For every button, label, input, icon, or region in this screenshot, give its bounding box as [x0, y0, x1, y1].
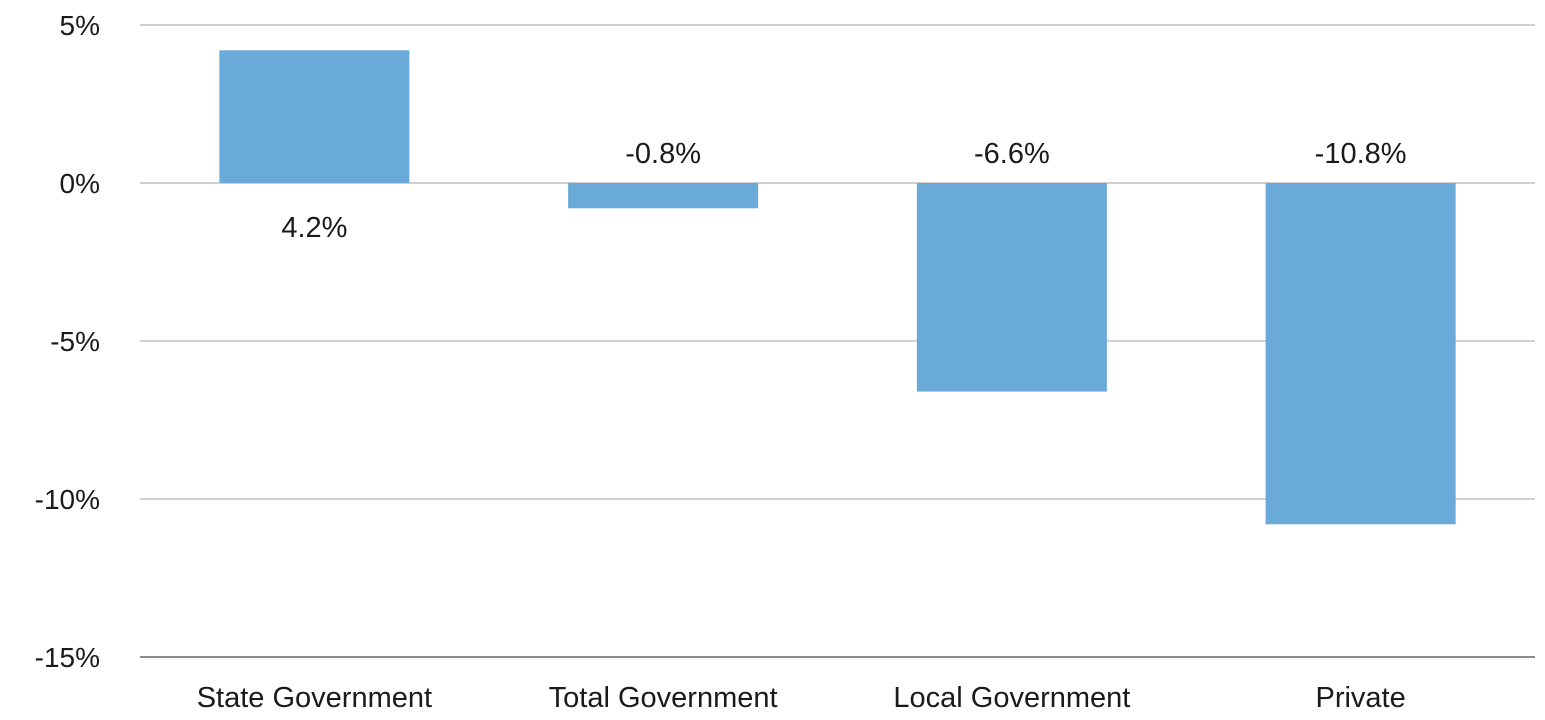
data-label: -10.8%	[1315, 138, 1407, 170]
y-tick-label: 0%	[60, 168, 100, 199]
bars	[219, 50, 1456, 525]
labels: 5% 0% -5% -10% -15% 4.2% State Government -0.8%…	[35, 10, 1407, 714]
bar	[219, 50, 410, 183]
y-tick-label: -5%	[50, 326, 100, 357]
x-category-label: State Government	[197, 682, 432, 714]
x-category-label: Local Government	[893, 682, 1130, 714]
y-tick-label: 5%	[60, 10, 100, 41]
data-label: -6.6%	[974, 138, 1050, 170]
bar	[1265, 183, 1456, 525]
data-label: 4.2%	[281, 212, 347, 244]
y-tick-label: -15%	[35, 642, 100, 673]
y-tick-label: -10%	[35, 484, 100, 515]
data-label: -0.8%	[625, 138, 701, 170]
bar	[916, 183, 1107, 392]
x-category-label: Total Government	[549, 682, 778, 714]
bar	[568, 183, 759, 209]
x-category-label: Private	[1315, 682, 1405, 714]
